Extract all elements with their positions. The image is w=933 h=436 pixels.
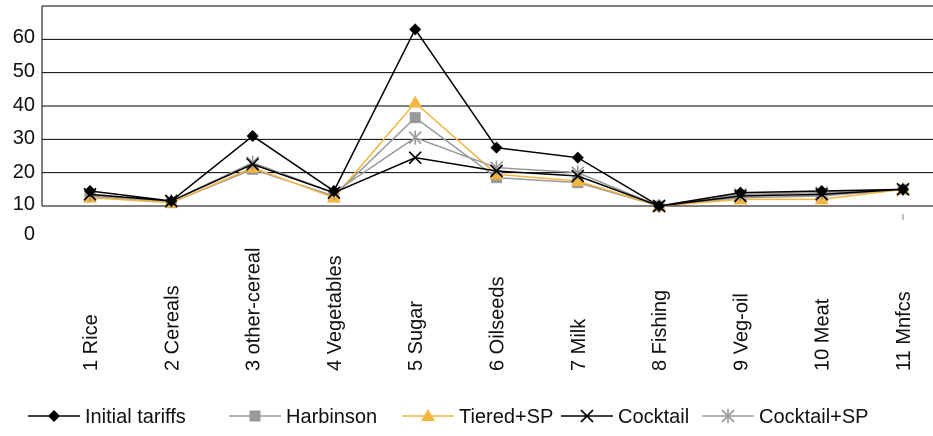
y-axis: 0 10 20 30 40 50 60 bbox=[13, 6, 933, 245]
legend-marker bbox=[249, 410, 261, 422]
x-tick-label: 5 Sugar bbox=[405, 301, 427, 371]
legend: Initial tariffs Harbinson Tiered+SP Cocktai… bbox=[28, 406, 869, 428]
series-initial-tariffs bbox=[84, 23, 909, 212]
y-tick-label: 20 bbox=[13, 161, 35, 183]
x-tick-label: 10 Meat bbox=[812, 298, 834, 371]
legend-marker bbox=[48, 410, 60, 422]
legend-item: Cocktail bbox=[561, 406, 689, 428]
series-line bbox=[89, 101, 904, 207]
data-point bbox=[570, 174, 585, 186]
x-tick-label: 8 Fishing bbox=[649, 290, 671, 371]
legend-marker bbox=[721, 409, 735, 423]
legend-marker bbox=[580, 409, 594, 423]
data-point bbox=[571, 169, 585, 183]
legend-item: Cocktail+SP bbox=[702, 406, 869, 428]
series-lines bbox=[83, 23, 910, 213]
x-tick-label: 6 Oilseeds bbox=[487, 277, 509, 372]
data-point bbox=[409, 112, 421, 124]
y-tick-label: 10 bbox=[13, 193, 35, 215]
x-tick-label: 11 Mnfcs bbox=[893, 291, 915, 371]
data-point bbox=[408, 95, 423, 108]
data-point bbox=[734, 186, 747, 199]
y-tick-label: 40 bbox=[13, 94, 35, 116]
x-tick-label: 7 Milk bbox=[568, 318, 590, 371]
legend-label: Initial tariffs bbox=[85, 406, 186, 428]
data-point bbox=[815, 185, 828, 197]
y-tick-label: 60 bbox=[13, 26, 35, 48]
legend-marker bbox=[421, 409, 435, 421]
data-point bbox=[653, 200, 666, 212]
data-point bbox=[571, 151, 584, 164]
data-point bbox=[246, 130, 259, 142]
x-tick-label: 3 other-cereal bbox=[243, 248, 265, 371]
legend-item: Harbinson bbox=[229, 406, 377, 428]
data-point bbox=[490, 141, 503, 154]
data-point bbox=[327, 185, 340, 197]
x-tick-label: 9 Veg-oil bbox=[730, 293, 752, 371]
data-point bbox=[571, 165, 585, 180]
y-tick-label: 30 bbox=[13, 127, 35, 149]
data-point bbox=[408, 151, 422, 165]
data-point bbox=[246, 157, 260, 171]
data-point bbox=[897, 183, 909, 196]
data-point bbox=[409, 23, 422, 36]
legend-item: Initial tariffs bbox=[28, 406, 186, 428]
data-point bbox=[84, 185, 96, 197]
x-tick-label: 1 Rice bbox=[80, 314, 102, 371]
x-tick-label: 4 Vegetables bbox=[324, 255, 346, 371]
y-tick-label: 50 bbox=[13, 60, 35, 82]
grid-lines bbox=[42, 5, 933, 174]
legend-label: Cocktail bbox=[618, 406, 689, 428]
legend-label: Cocktail+SP bbox=[759, 406, 869, 428]
legend-label: Harbinson bbox=[286, 406, 377, 428]
y-tick-label: 0 bbox=[24, 223, 35, 245]
x-axis: 1 Rice 2 Cereals 3 other-cereal 4 Vegetable… bbox=[80, 214, 915, 371]
legend-label: Tiered+SP bbox=[459, 406, 553, 428]
data-point bbox=[489, 164, 504, 178]
data-point bbox=[165, 195, 178, 207]
data-point bbox=[408, 130, 422, 145]
x-tick-label: 2 Cereals bbox=[161, 285, 183, 371]
legend-item: Tiered+SP bbox=[402, 406, 553, 428]
